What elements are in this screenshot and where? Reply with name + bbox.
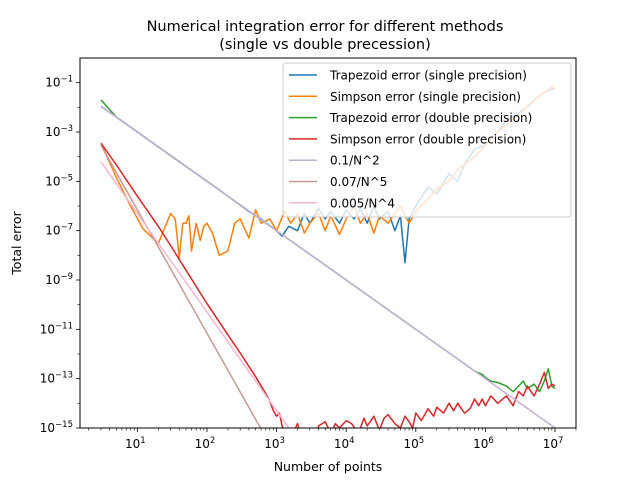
y-tick-exp-2: −5 [60,173,73,183]
x-tick-label-0: 101 [125,436,146,451]
y-tick-exp-4: −9 [60,272,73,282]
y-tick-label-1: 10−3 [45,124,73,139]
series-line-3 [100,142,556,428]
y-tick-base-4: 10 [45,273,60,287]
x-tick-exp-0: 1 [140,436,145,446]
chart-title-line2: (single vs double precession) [219,37,430,53]
x-tick-label-4: 105 [403,436,424,451]
y-tick-base-0: 10 [45,76,60,90]
legend-label-5: 0.07/N^5 [330,175,387,189]
y-tick-base-3: 10 [45,224,60,238]
series-line-4 [100,105,556,428]
y-tick-label-3: 10−7 [45,223,73,238]
x-tick-base-4: 10 [403,437,418,451]
x-tick-base-0: 10 [125,437,140,451]
x-tick-exp-5: 6 [488,436,493,446]
x-tick-exp-6: 7 [558,436,563,446]
x-tick-exp-1: 2 [210,436,215,446]
x-tick-exp-2: 3 [280,436,285,446]
series-line-5 [100,144,262,428]
plot-frame [79,57,577,429]
y-tick-exp-1: −3 [60,124,73,134]
x-tick-base-2: 10 [264,437,279,451]
series-layer [100,84,556,428]
y-tick-label-0: 10−1 [45,75,73,90]
y-tick-exp-0: −1 [60,75,73,85]
x-tick-base-3: 10 [334,437,349,451]
y-axis-label: Total error [9,210,24,275]
series-line-6 [100,161,290,428]
x-axis-label: Number of points [274,459,383,474]
legend-label-2: Trapezoid error (double precision) [329,111,532,125]
y-tick-exp-7: −15 [55,420,73,430]
x-tick-label-2: 103 [264,436,285,451]
y-tick-base-5: 10 [40,322,55,336]
legend-label-0: Trapezoid error (single precision) [329,69,527,83]
y-tick-label-6: 10−13 [40,371,73,386]
x-tick-exp-3: 4 [349,436,354,446]
x-tick-exp-4: 5 [419,436,424,446]
y-tick-label-4: 10−9 [45,272,73,287]
legend-box [282,62,572,218]
x-axis-ticks: 101 102 103 104 105 106 107 [88,428,577,451]
x-tick-label-1: 102 [195,436,216,451]
legend-label-1: Simpson error (single precision) [330,90,521,104]
y-tick-base-2: 10 [45,174,60,188]
y-tick-exp-3: −7 [60,223,73,233]
x-tick-base-1: 10 [195,437,210,451]
chart-title-line1: Numerical integration error for differen… [147,19,504,35]
legend: Trapezoid error (single precision) Simpso… [282,62,572,218]
x-tick-label-6: 107 [543,436,564,451]
y-tick-exp-5: −11 [55,321,73,331]
y-tick-base-7: 10 [40,421,55,435]
x-tick-base-5: 10 [473,437,488,451]
legend-label-4: 0.1/N^2 [330,154,380,168]
y-tick-label-7: 10−15 [40,420,73,435]
x-tick-label-3: 104 [334,436,355,451]
y-tick-base-6: 10 [40,372,55,386]
x-tick-base-6: 10 [543,437,558,451]
x-minor-ticks [88,428,577,431]
legend-label-3: Simpson error (double precision) [330,132,526,146]
y-tick-label-2: 10−5 [45,173,73,188]
y-tick-exp-6: −13 [55,371,73,381]
x-tick-label-5: 106 [473,436,494,451]
y-minor-ticks [77,107,80,404]
y-tick-label-5: 10−11 [40,321,73,336]
y-tick-base-1: 10 [45,125,60,139]
legend-label-6: 0.005/N^4 [330,196,395,210]
